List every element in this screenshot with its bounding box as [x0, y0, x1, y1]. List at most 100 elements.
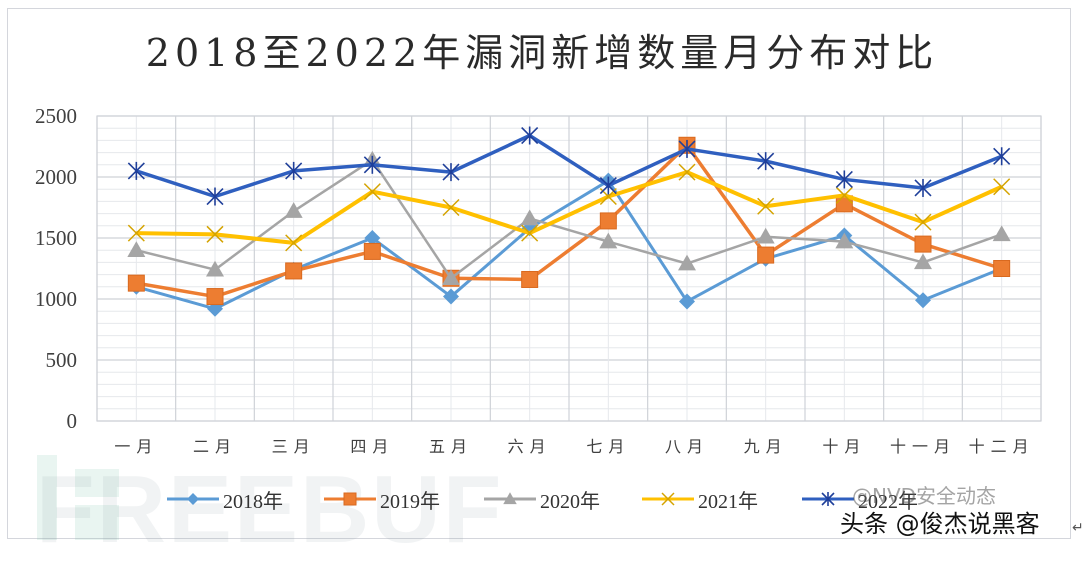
legend-item-2020年: 2020年	[482, 484, 600, 514]
x-marker-icon	[661, 492, 675, 506]
series-line	[136, 170, 1003, 245]
series-line	[136, 158, 1003, 280]
x-tick-label: 三月	[272, 437, 316, 456]
x-tick-label: 九月	[744, 437, 788, 456]
diamond-marker-icon	[915, 292, 931, 309]
x-marker-icon	[993, 178, 1011, 196]
x-tick-label: 四月	[350, 437, 394, 456]
x-marker-icon	[521, 224, 539, 242]
series-lines	[127, 126, 1011, 317]
star-marker-icon	[599, 176, 617, 195]
square-marker-icon	[127, 274, 145, 292]
star-marker-icon	[993, 147, 1011, 166]
x-marker-icon	[442, 198, 460, 217]
star-marker-icon	[521, 126, 539, 145]
star-marker-icon	[442, 163, 460, 182]
triangle-marker-icon	[503, 492, 517, 505]
star-marker-icon	[821, 492, 835, 506]
x-tick-label: 一月	[114, 437, 158, 456]
diamond-marker-icon	[679, 293, 695, 310]
star-marker-icon	[678, 139, 696, 158]
square-marker-icon	[993, 260, 1011, 277]
y-tick-label: 2500	[35, 104, 77, 128]
legend-swatch-icon	[484, 492, 536, 505]
x-axis-ticks: 一月 二月 三月 四月 五月 六月 七月 八月 九月 十月 十一月 十二月	[114, 437, 1035, 456]
gridlines	[96, 115, 1042, 422]
line-chart: 0 500 1000 1500 2000 2500 一月 二月 三月 四月 五月 六月 七月 八月 九月 十…	[35, 104, 1042, 456]
series-2021年	[127, 163, 1011, 252]
square-marker-icon	[363, 242, 381, 260]
legend-item-2018年: 2018年	[165, 484, 283, 514]
triangle-marker-icon	[835, 232, 854, 249]
freebuf-logo-bar	[75, 505, 119, 540]
triangle-marker-icon	[756, 227, 775, 244]
diamond-marker-icon	[443, 288, 459, 305]
x-tick-label: 五月	[429, 437, 473, 456]
y-tick-label: 0	[67, 409, 78, 433]
x-tick-label: 二月	[193, 437, 237, 456]
legend-swatch-icon	[324, 492, 376, 506]
legend-label: 2020年	[540, 490, 600, 513]
legend-label: 2018年	[223, 490, 283, 513]
triangle-marker-icon	[284, 202, 303, 218]
series-line	[136, 143, 1003, 299]
legend-swatch-icon	[802, 492, 854, 506]
triangle-marker-icon	[599, 232, 618, 249]
chart-legend: 2018年 2019年 2020年 2021年 2022年	[0, 484, 1084, 514]
freebuf-logo-bar	[37, 455, 57, 540]
x-tick-label: 十月	[822, 437, 866, 456]
nvd-watermark: @NVD安全动态	[852, 484, 997, 508]
y-tick-label: 2000	[35, 165, 77, 189]
legend-item-2021年: 2021年	[640, 484, 758, 514]
x-marker-icon	[914, 213, 932, 231]
legend-swatch-icon	[642, 492, 694, 506]
star-marker-icon	[363, 155, 381, 174]
triangle-marker-icon	[520, 209, 539, 226]
x-tick-label: 十二月	[969, 437, 1035, 456]
triangle-marker-icon	[914, 253, 932, 270]
toutiao-watermark: 头条 @俊杰说黑客	[840, 510, 1040, 538]
legend-label: 2022年	[858, 490, 918, 513]
x-marker-icon	[757, 197, 775, 215]
x-tick-label: 八月	[665, 437, 709, 456]
series-line	[135, 133, 1003, 199]
y-axis-ticks: 0 500 1000 1500 2000 2500	[35, 104, 77, 433]
series-2022年	[127, 126, 1011, 206]
square-marker-icon	[285, 262, 303, 280]
triangle-marker-icon	[678, 254, 696, 271]
x-marker-icon	[835, 186, 853, 204]
diamond-marker-icon	[187, 493, 199, 505]
x-tick-label: 六月	[508, 437, 552, 456]
star-marker-icon	[206, 187, 224, 206]
y-tick-label: 500	[46, 348, 78, 372]
y-tick-label: 1500	[35, 226, 77, 250]
freebuf-logo-bar	[75, 469, 119, 497]
square-marker-icon	[914, 235, 932, 253]
star-marker-icon	[285, 161, 303, 180]
legend-item-2022年: 2022年	[800, 484, 918, 514]
square-marker-icon	[599, 212, 617, 230]
diamond-marker-icon	[364, 230, 381, 246]
triangle-marker-icon	[442, 269, 460, 286]
star-marker-icon	[757, 152, 775, 171]
x-marker-icon	[127, 224, 145, 242]
plot-area	[96, 115, 1042, 422]
star-marker-icon	[835, 170, 853, 189]
return-mark-icon: ↵	[1072, 520, 1084, 536]
legend-swatch-icon	[167, 493, 219, 505]
legend-label: 2021年	[698, 490, 758, 513]
star-marker-icon	[127, 161, 145, 180]
star-marker-icon	[914, 178, 932, 197]
x-marker-icon	[285, 234, 303, 252]
x-tick-label: 七月	[586, 437, 630, 456]
y-tick-label: 1000	[35, 287, 77, 311]
legend-label: 2019年	[380, 490, 440, 513]
series-2019年	[127, 136, 1011, 306]
square-marker-icon	[343, 492, 357, 506]
square-marker-icon	[521, 270, 539, 288]
x-marker-icon	[206, 225, 224, 243]
freebuf-watermark: FREEBUF	[36, 456, 504, 563]
square-marker-icon	[206, 288, 224, 306]
triangle-marker-icon	[206, 260, 224, 277]
triangle-marker-icon	[127, 241, 146, 257]
